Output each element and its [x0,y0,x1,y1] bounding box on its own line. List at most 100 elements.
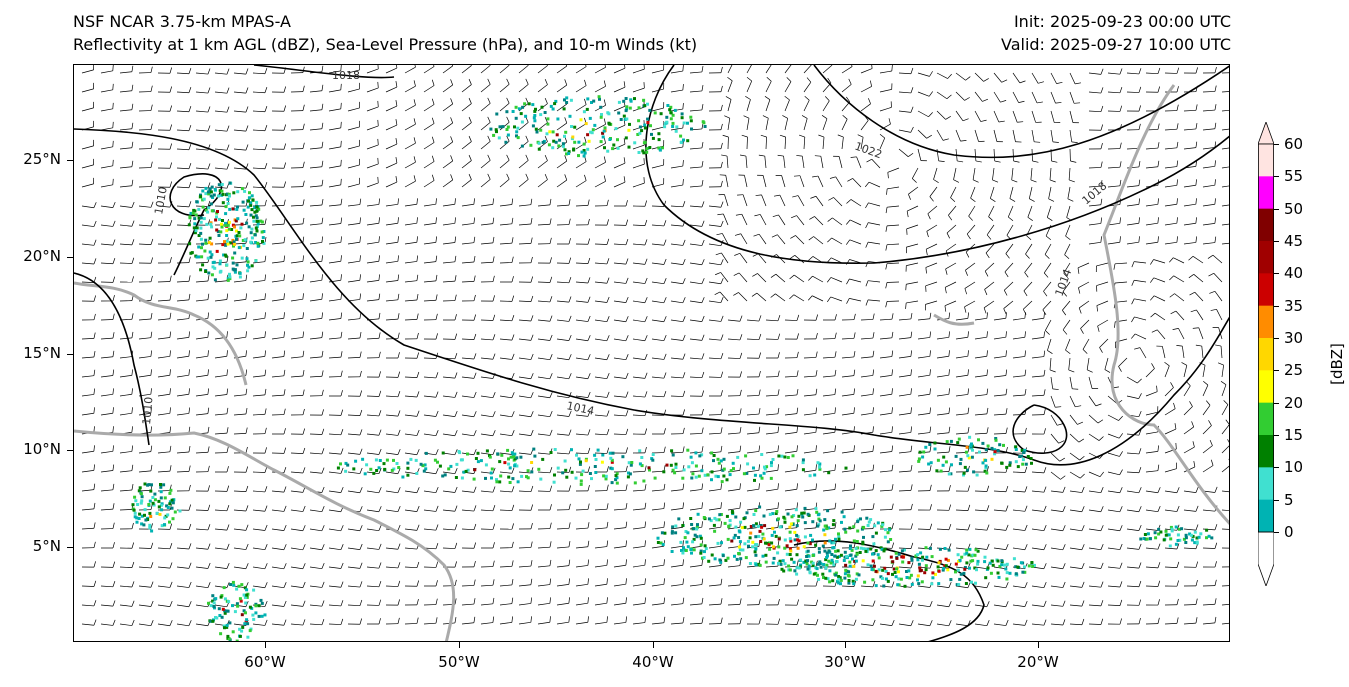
reflectivity-cell [914,554,918,558]
wind-barb [537,616,551,625]
wind-barb [632,158,645,169]
wind-barb [537,354,553,361]
wind-barb [974,72,989,82]
wind-barb [1069,544,1085,551]
wind-barb [1126,236,1140,245]
reflectivity-cell [194,213,198,217]
wind-barb [708,66,723,74]
wind-barb [822,332,837,340]
reflectivity-cell [877,568,881,572]
wind-barb [423,524,439,531]
wind-barb [461,333,477,341]
reflectivity-cell [554,140,558,144]
wind-barb [176,201,192,208]
reflectivity-cell [584,122,588,126]
reflectivity-cell [847,581,851,585]
wind-barb [347,562,363,569]
wind-barb [214,312,228,321]
reflectivity-cell [570,470,574,474]
reflectivity-cell [892,567,896,571]
reflectivity-cell [657,146,661,150]
reflectivity-cell [193,209,197,213]
reflectivity-cell [235,263,239,267]
wind-barb [233,388,248,397]
reflectivity-cell [223,611,227,615]
wind-barb [480,65,491,74]
reflectivity-cell [752,513,756,516]
reflectivity-cell [830,558,834,562]
reflectivity-cell [848,526,852,530]
reflectivity-cell [488,455,492,459]
wind-barb [1215,344,1223,359]
reflectivity-cell [831,579,835,583]
wind-barb [988,205,995,221]
reflectivity-cell [777,454,781,458]
reflectivity-cell [406,473,410,477]
wind-barb [366,293,381,302]
wind-barb [271,486,287,493]
wind-barb [936,388,950,397]
reflectivity-cell [812,572,816,576]
reflectivity-cell [856,529,860,533]
wind-barb [885,262,900,270]
wind-barb [986,224,995,240]
reflectivity-cell [899,577,903,581]
reflectivity-cell [627,471,630,475]
wind-barb [708,502,722,511]
wind-barb [100,332,115,340]
wind-barb [1221,419,1229,435]
wind-barb [252,447,267,454]
reflectivity-cell [339,462,342,466]
reflectivity-cell [1023,448,1027,452]
reflectivity-cell [671,453,675,457]
wind-barb [252,274,267,283]
wind-barb [1126,86,1142,93]
wind-barb [461,294,476,302]
wind-barb [670,103,684,112]
wind-barb [936,504,952,511]
reflectivity-cell [248,629,252,633]
reflectivity-cell [615,476,619,480]
wind-barb [651,334,667,342]
reflectivity-cell [874,549,878,553]
reflectivity-cell [858,551,862,554]
reflectivity-cell [240,629,244,633]
wind-barb [993,619,1009,626]
reflectivity-cell [704,547,708,551]
reflectivity-cell [245,257,249,261]
wind-barb [993,91,1007,103]
reflectivity-cell [260,230,264,234]
reflectivity-cell [643,123,647,127]
wind-barb [1172,328,1185,340]
reflectivity-cell [698,534,702,538]
wind-barb [81,464,95,473]
wind-barb [885,224,900,232]
reflectivity-cell [352,467,356,471]
wind-barb [651,521,665,530]
wind-barb [936,620,952,627]
reflectivity-cell [1020,454,1024,458]
wind-barb [385,429,401,436]
reflectivity-cell [883,535,887,539]
wind-barb [727,502,741,511]
wind-barb [290,180,305,188]
wind-barb [157,581,173,588]
reflectivity-cell [213,278,217,282]
wind-barb [1050,110,1061,123]
colorbar-tick-label: 0 [1284,523,1294,541]
reflectivity-cell [832,563,836,567]
reflectivity-cell [209,604,213,608]
wind-barb [81,407,95,416]
wind-barb [808,236,824,245]
reflectivity-cell [204,241,208,245]
wind-barb [1181,362,1188,378]
wind-barb [651,258,667,265]
reflectivity-cell [207,241,211,245]
reflectivity-cell [855,572,859,576]
reflectivity-cell [137,489,141,493]
reflectivity-cell [970,455,974,459]
reflectivity-cell [823,541,827,545]
wind-barb [518,578,533,587]
reflectivity-cell [223,240,226,244]
wind-barb [974,331,988,340]
